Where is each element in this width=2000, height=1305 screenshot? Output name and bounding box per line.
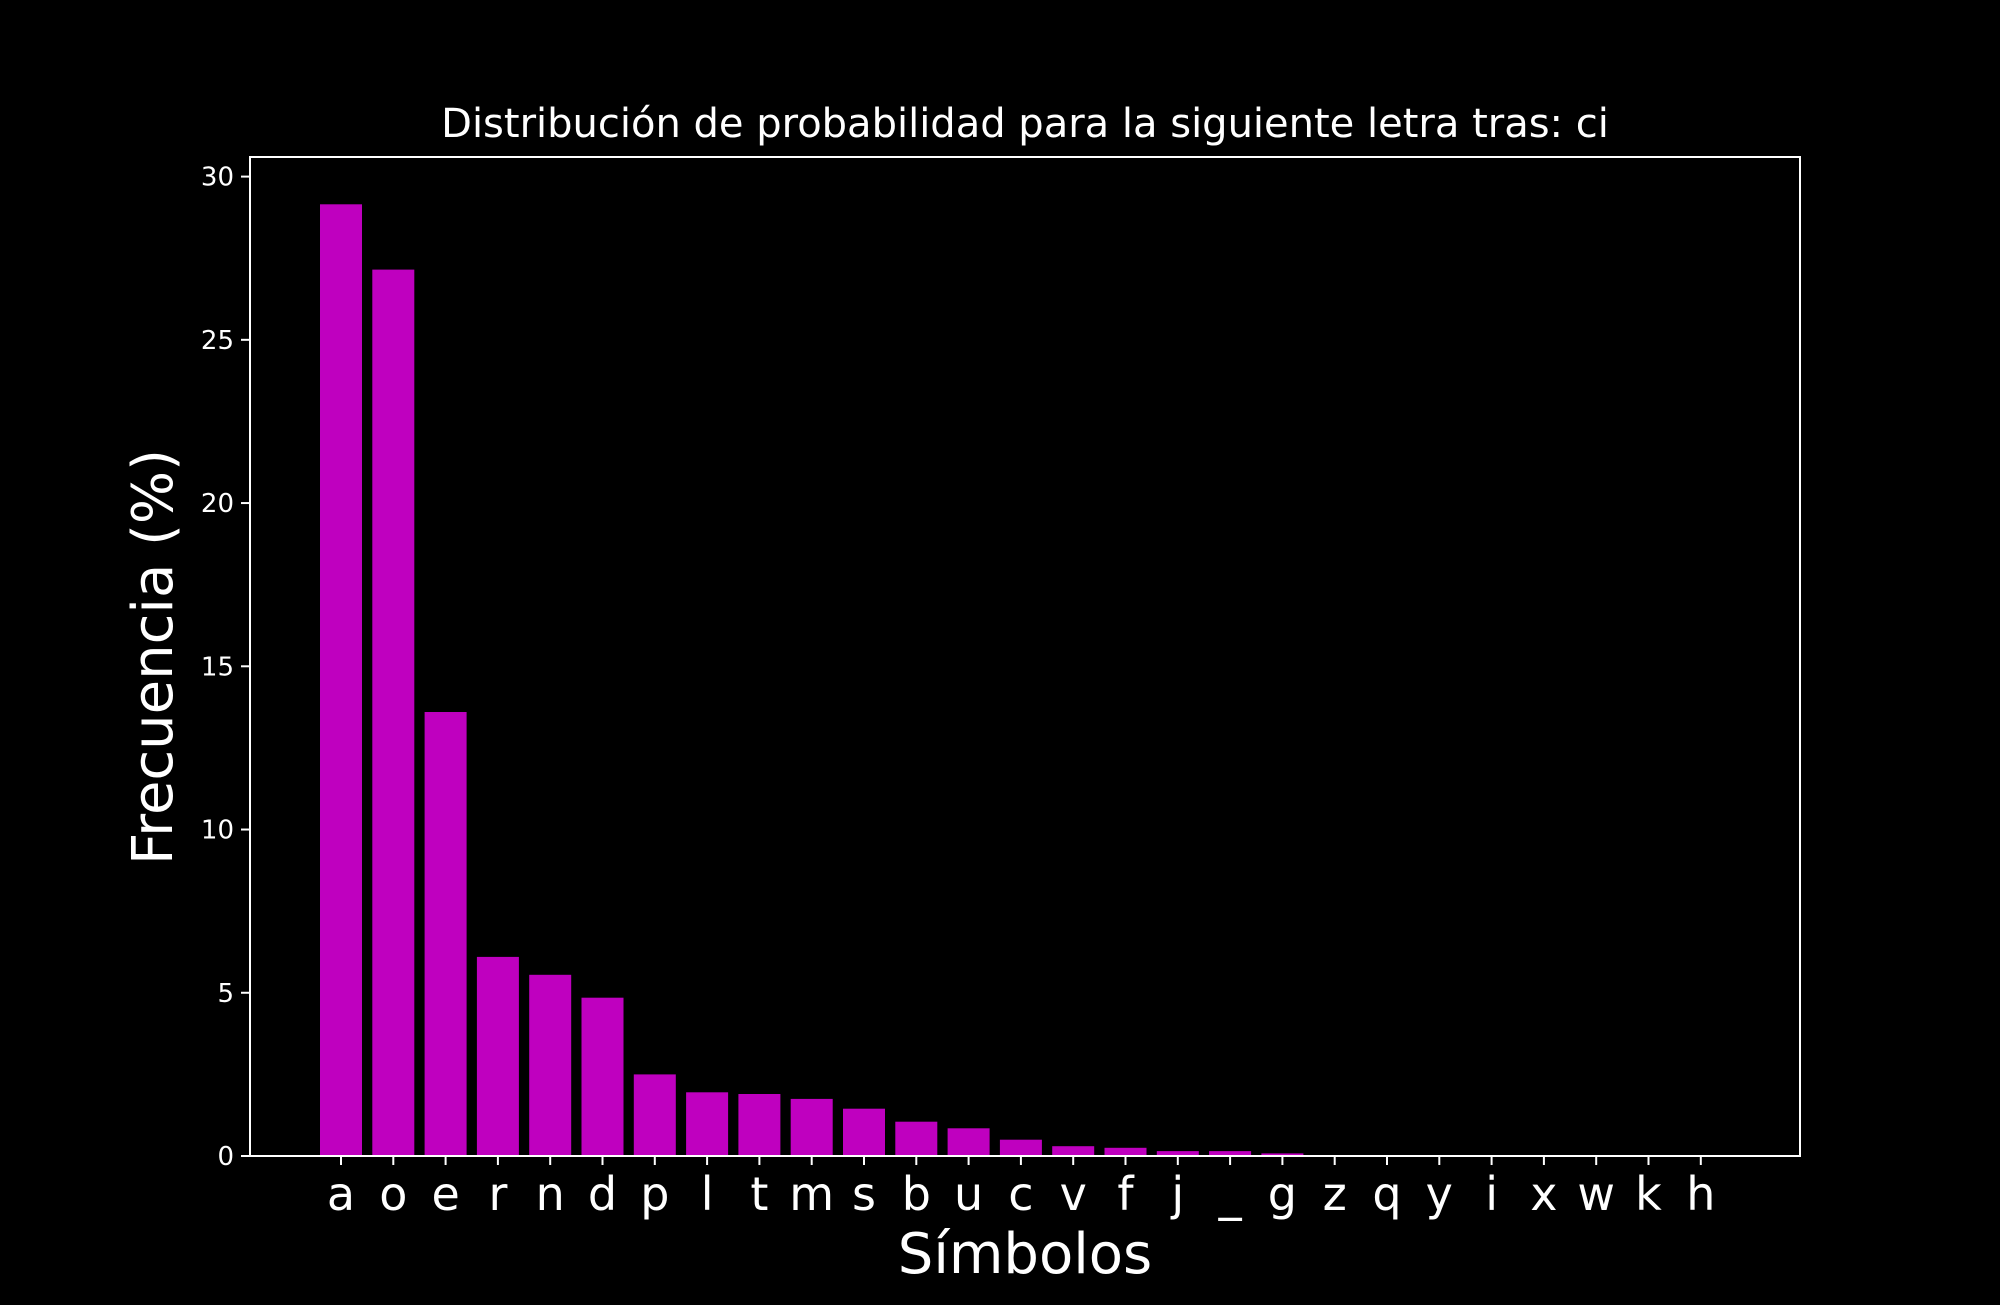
bar-c: [1000, 1140, 1042, 1156]
x-tick-label: _: [1218, 1167, 1243, 1221]
x-axis-label: Símbolos: [898, 1222, 1152, 1287]
bar-d: [582, 998, 624, 1156]
y-tick-label: 10: [201, 816, 234, 846]
x-tick-label: o: [379, 1167, 407, 1221]
x-tick-label: p: [640, 1167, 669, 1221]
bar-o: [372, 270, 414, 1156]
x-tick-label: y: [1426, 1167, 1453, 1221]
x-tick-label: a: [327, 1167, 355, 1221]
chart-title: Distribución de probabilidad para la sig…: [441, 101, 1609, 147]
x-tick-label: m: [789, 1167, 834, 1221]
x-tick-label: t: [750, 1167, 768, 1221]
y-tick-label: 5: [217, 979, 234, 1009]
bar-r: [477, 957, 519, 1156]
x-tick-label: z: [1323, 1167, 1347, 1221]
bar-b: [895, 1122, 937, 1156]
x-tick-label: j: [1170, 1167, 1184, 1221]
bar-p: [634, 1074, 676, 1156]
bar-e: [425, 712, 467, 1156]
bar-s: [843, 1109, 885, 1156]
x-tick-label: k: [1635, 1167, 1662, 1221]
x-tick-label: g: [1268, 1167, 1297, 1221]
y-tick-label: 15: [201, 652, 234, 682]
bar-a: [320, 204, 362, 1156]
bar-m: [791, 1099, 833, 1156]
x-tick-label: x: [1530, 1167, 1557, 1221]
x-tick-label: i: [1485, 1167, 1498, 1221]
bar-f: [1105, 1148, 1147, 1156]
y-tick-label: 25: [201, 326, 234, 356]
y-tick-label: 20: [201, 489, 234, 519]
x-tick-label: w: [1577, 1167, 1615, 1221]
bar-v: [1052, 1146, 1094, 1156]
bar-n: [529, 975, 571, 1156]
x-tick-label: u: [954, 1167, 983, 1221]
x-tick-label: r: [488, 1167, 507, 1221]
x-tick-label: n: [536, 1167, 565, 1221]
y-axis-label: Frecuencia (%): [121, 449, 186, 865]
x-tick-label: q: [1372, 1167, 1401, 1221]
x-tick-label: s: [852, 1167, 876, 1221]
x-tick-label: l: [701, 1167, 714, 1221]
x-tick-label: e: [431, 1167, 459, 1221]
x-tick-label: f: [1117, 1167, 1135, 1221]
bar-t: [738, 1094, 780, 1156]
y-tick-label: 30: [201, 163, 234, 193]
x-tick-label: v: [1060, 1167, 1087, 1221]
bar-l: [686, 1092, 728, 1156]
x-tick-label: h: [1686, 1167, 1715, 1221]
bar-u: [948, 1128, 990, 1156]
x-tick-label: d: [588, 1167, 617, 1221]
y-tick-label: 0: [217, 1142, 234, 1172]
x-tick-label: b: [902, 1167, 931, 1221]
x-tick-label: c: [1008, 1167, 1033, 1221]
